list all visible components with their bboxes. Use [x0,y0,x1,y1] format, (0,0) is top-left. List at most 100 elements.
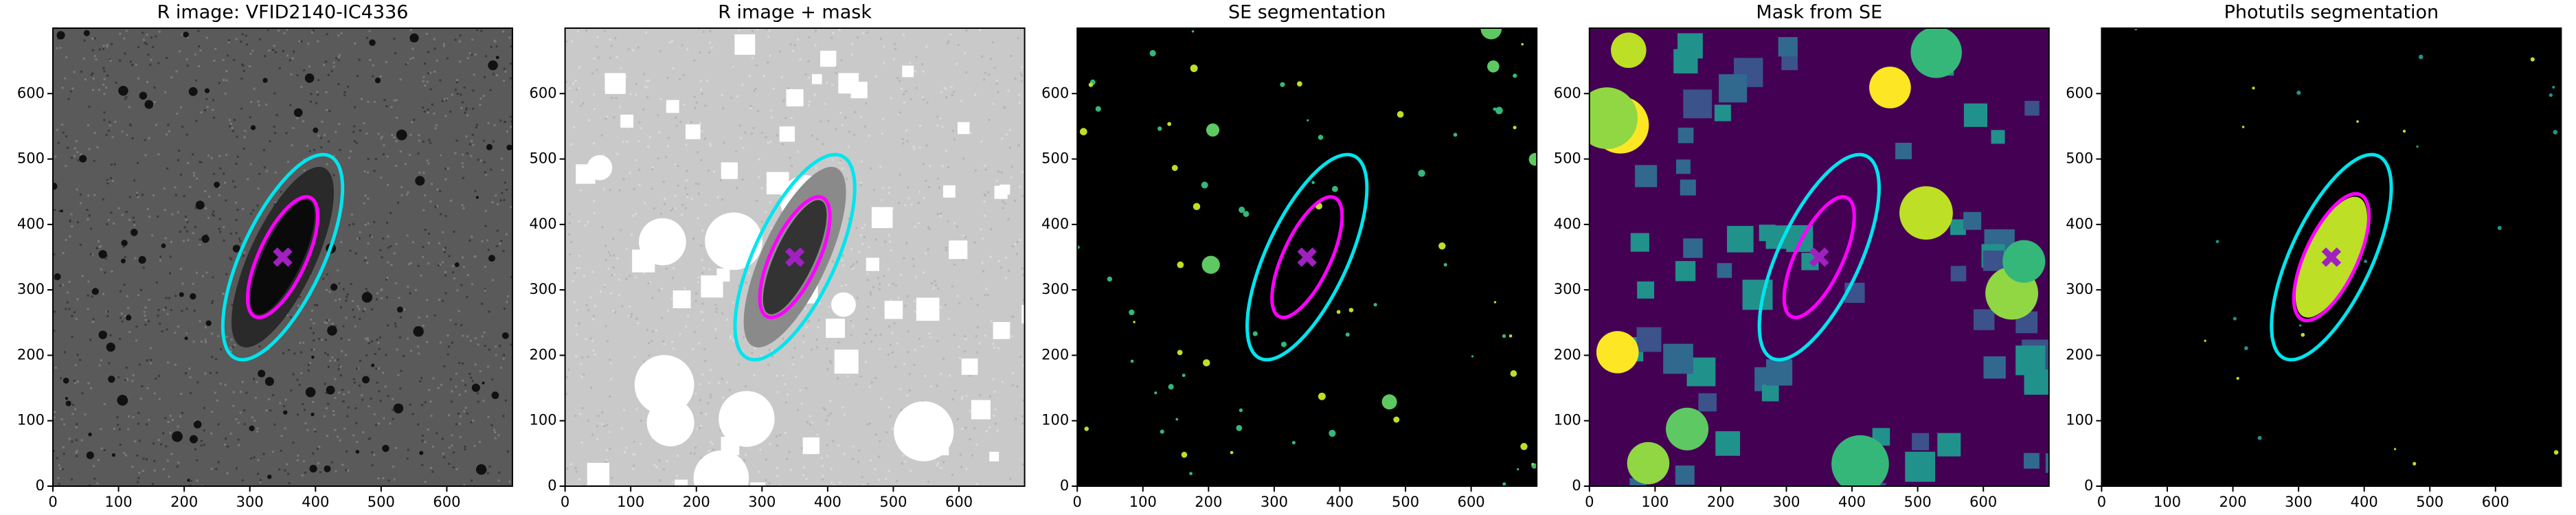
noise [245,391,248,394]
noise [605,115,608,118]
noise [117,207,120,209]
noise [272,49,275,52]
noise [679,121,682,124]
noise [663,343,666,345]
y-tick-label: 500 [2066,150,2093,167]
noise [980,228,982,231]
noise [304,422,307,425]
noise [864,360,867,363]
noise [56,457,58,459]
noise [627,48,630,51]
noise [863,223,866,226]
y-tick-label: 100 [1041,412,1069,428]
noise [104,271,106,274]
noise [914,225,916,228]
noise [665,267,668,270]
noise [942,461,945,464]
noise [921,62,924,65]
noise [696,427,699,430]
noise [927,185,930,188]
noise [320,137,323,139]
noise [584,224,587,227]
noise [608,431,611,433]
noise [921,345,924,347]
noise [53,416,56,419]
source [324,465,331,472]
noise [310,100,313,103]
noise [737,363,740,366]
noise [139,288,142,291]
noise [341,350,343,352]
noise [334,325,337,328]
x-tick-label: 400 [2351,494,2378,510]
noise [670,209,673,212]
noise [363,260,366,262]
source [2364,260,2367,264]
noise [667,309,670,312]
noise [430,183,433,185]
noise [463,87,466,89]
noise [951,130,954,133]
noise [776,391,779,393]
noise [450,199,453,202]
noise [699,51,701,54]
noise [905,90,907,93]
noise [284,398,287,401]
noise [918,337,921,340]
noise [303,158,306,161]
noise [474,363,477,366]
y-tick-label: 600 [17,84,45,101]
noise [424,441,427,444]
noise [334,397,337,400]
noise [587,356,589,358]
noise [996,79,999,82]
noise [893,58,896,60]
noise [179,230,182,233]
source [786,89,804,106]
noise [152,46,155,49]
noise [814,30,817,32]
noise [461,101,464,104]
noise [229,432,232,435]
noise [651,339,653,342]
noise [393,37,396,40]
noise [635,317,638,320]
noise [207,216,210,219]
noise [1012,315,1015,318]
noise [422,209,425,211]
noise [801,355,804,358]
noise [850,265,852,268]
noise [273,132,276,135]
noise [54,366,57,369]
noise [732,339,735,342]
noise [509,77,512,80]
noise [510,343,512,346]
noise [675,124,678,127]
noise [60,377,63,380]
noise [447,167,449,170]
noise [788,450,791,453]
noise [196,381,199,384]
noise [993,390,996,393]
noise [406,457,409,460]
noise [273,45,275,47]
noise [699,80,702,82]
noise [630,233,633,236]
noise [591,339,594,342]
noise [908,197,911,200]
noise [256,204,259,207]
noise [170,309,172,312]
noise [992,102,995,105]
noise [700,89,703,91]
noise [250,212,253,215]
noise [984,168,987,171]
noise [601,423,604,426]
noise [438,263,441,266]
noise [451,444,453,447]
noise [297,413,300,416]
noise [643,73,646,76]
noise [102,198,104,201]
noise [706,80,709,82]
noise [797,150,800,153]
noise [114,120,117,123]
